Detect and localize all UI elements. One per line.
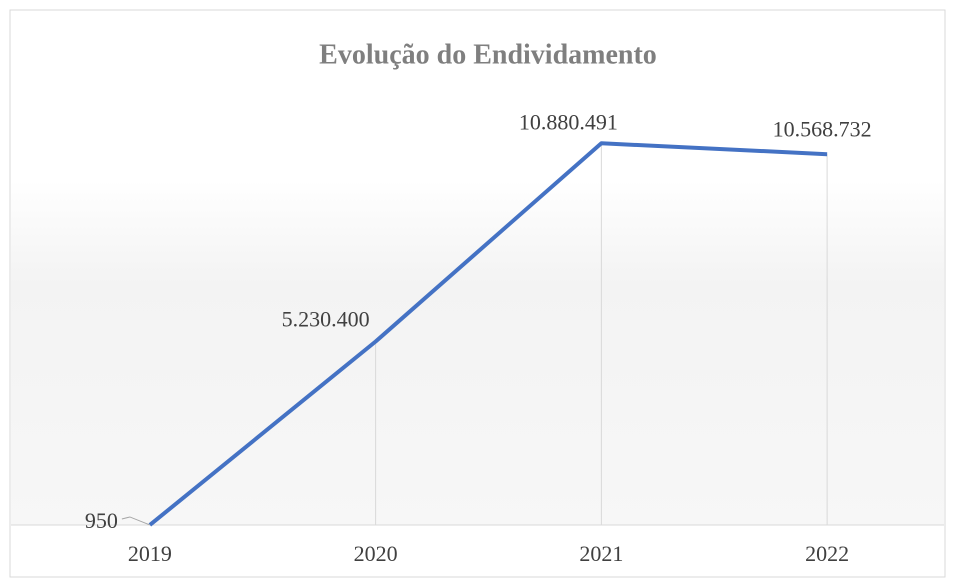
line-series [148,141,828,527]
leader-line [121,516,151,526]
data-label: 10.880.491 [519,109,618,134]
x-tick-label: 2021 [579,541,623,566]
plot-background [11,180,944,525]
data-label: 5.230.400 [282,307,370,332]
chart-title: Evolução do Endividamento [319,39,657,70]
x-tick-label: 2019 [128,541,172,566]
x-tick-label: 2022 [805,541,849,566]
data-label: 10.568.732 [773,116,872,141]
data-label: 950 [85,508,118,533]
x-tick-label: 2020 [354,541,398,566]
